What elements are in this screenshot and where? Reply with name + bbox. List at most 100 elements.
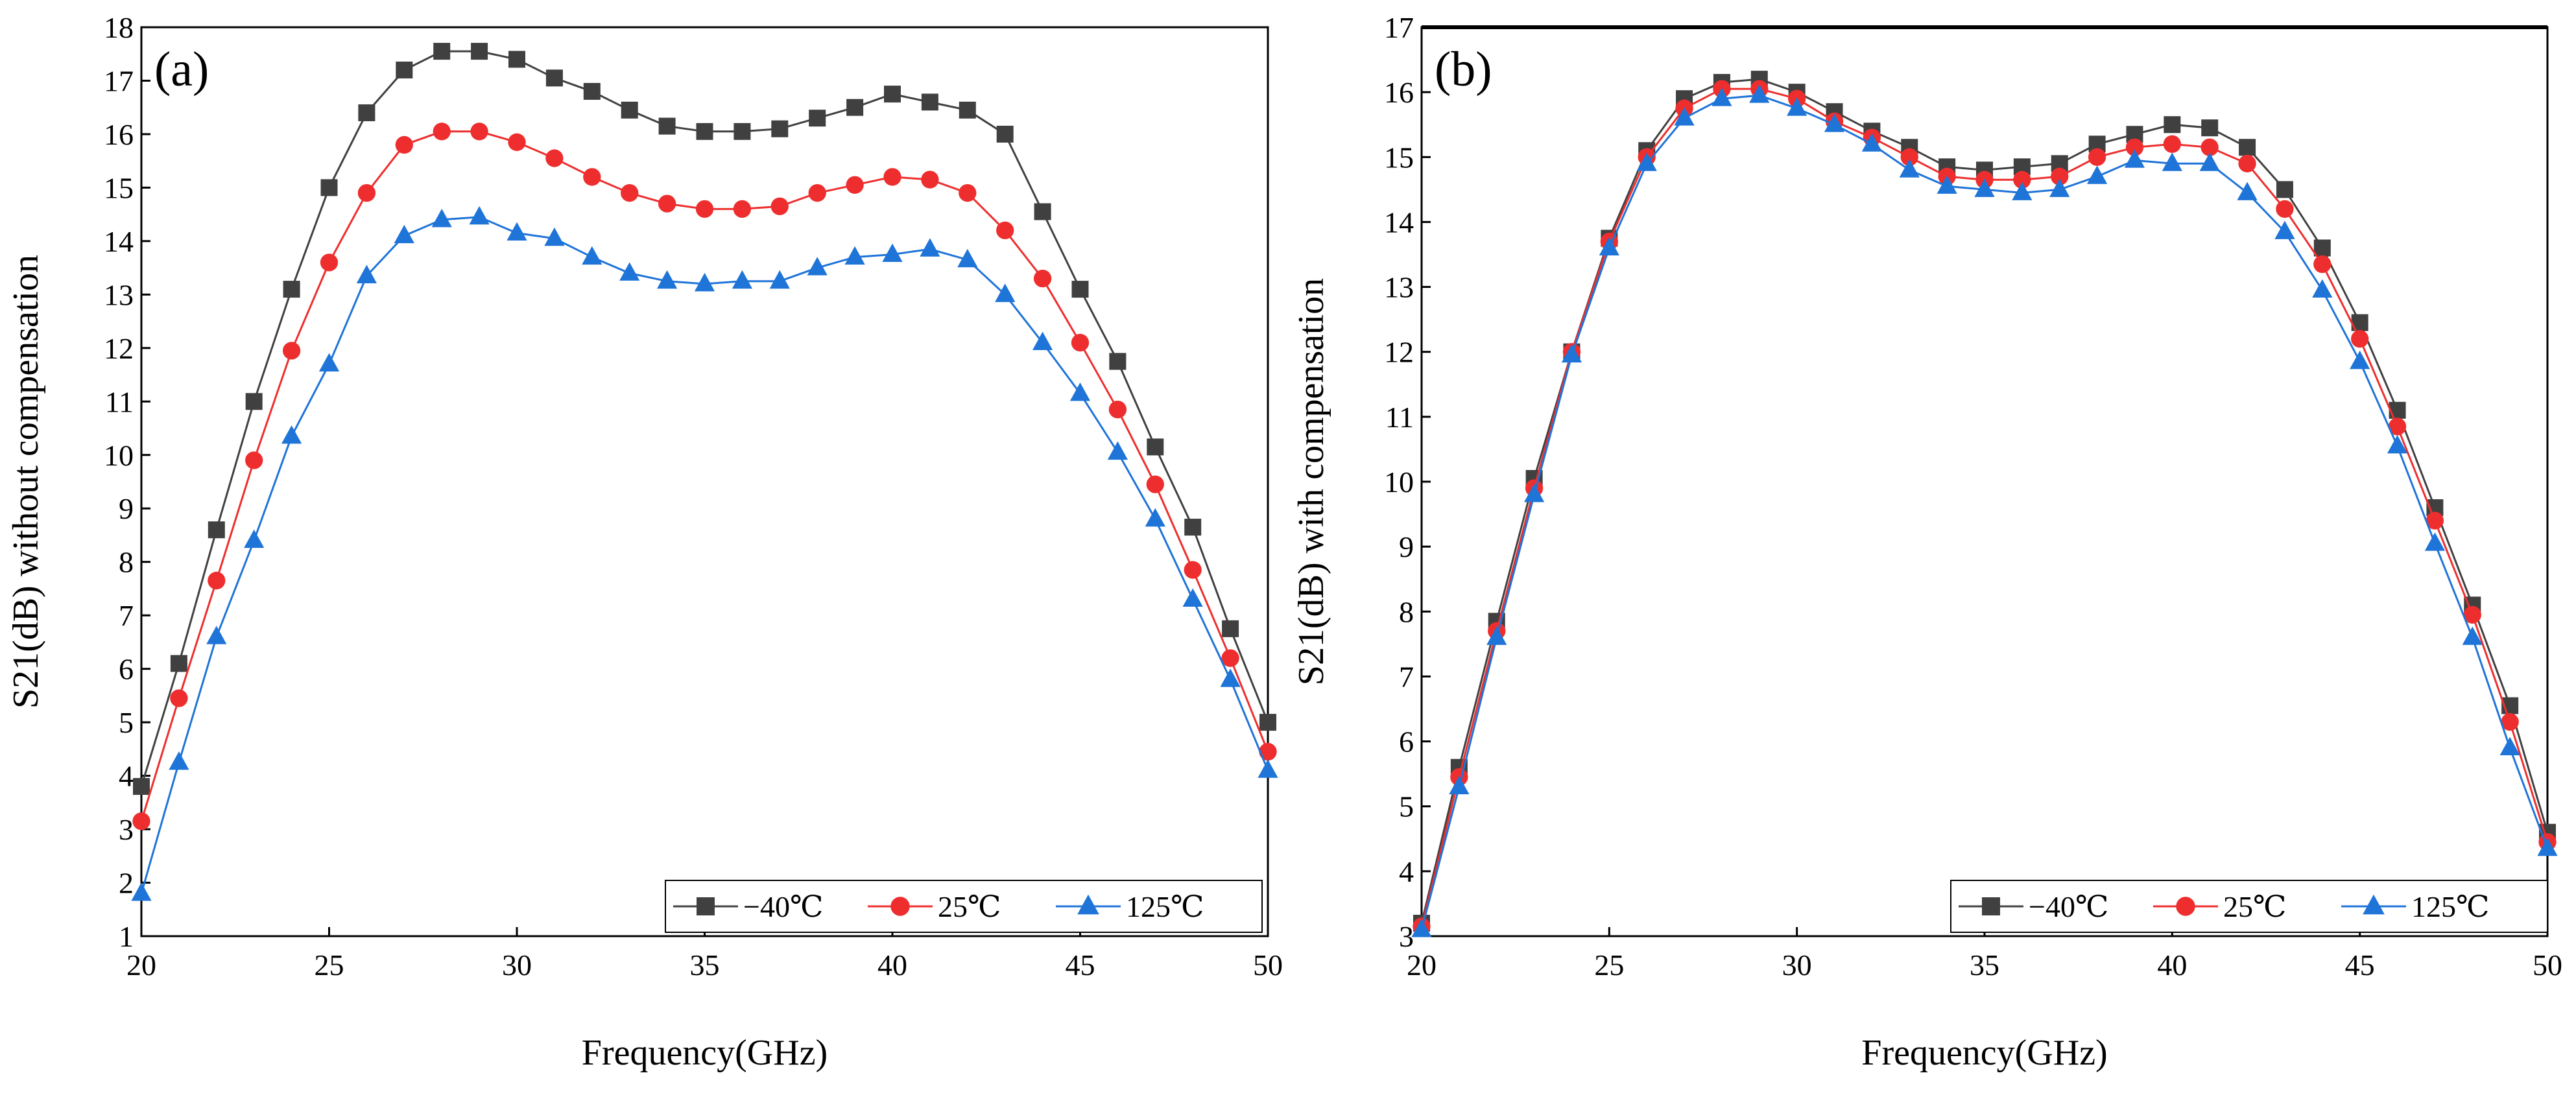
legend-marker	[1077, 894, 1099, 915]
data-point	[621, 101, 638, 119]
legend: −40℃ 25℃ 125℃	[1950, 880, 2548, 933]
data-point	[544, 227, 565, 246]
data-point	[1599, 237, 1619, 255]
data-point	[281, 425, 302, 444]
data-point	[2351, 330, 2369, 348]
data-point	[1220, 668, 1241, 687]
data-point	[883, 168, 901, 186]
data-point	[1899, 159, 1920, 178]
data-point	[921, 171, 939, 189]
data-point	[545, 149, 564, 167]
data-point	[1711, 88, 1732, 106]
data-point	[2313, 239, 2331, 257]
data-point	[1145, 508, 1165, 527]
x-tick-label: 35	[690, 948, 720, 982]
data-point	[283, 281, 300, 298]
data-point	[2164, 116, 2181, 134]
data-point	[846, 176, 864, 194]
data-point	[2012, 182, 2033, 200]
y-tick-label: 3	[119, 813, 134, 846]
y-axis-label: S21(dB) without compensation	[6, 255, 46, 709]
data-point	[1259, 714, 1276, 731]
data-point	[508, 133, 526, 151]
data-point	[2125, 138, 2144, 156]
data-point	[1069, 382, 1091, 401]
data-point	[433, 123, 451, 141]
data-point	[2274, 220, 2295, 239]
data-point	[1411, 919, 1432, 937]
series-p125	[131, 206, 1278, 901]
x-tick-label: 35	[1970, 948, 1999, 982]
data-point	[1182, 588, 1203, 607]
data-point	[358, 104, 376, 121]
data-point	[394, 224, 414, 244]
data-point	[1184, 561, 1202, 579]
y-tick-label: 16	[104, 118, 134, 151]
y-tick-label: 11	[1385, 401, 1414, 434]
x-tick-label: 40	[877, 948, 907, 982]
x-tick-label: 30	[502, 948, 532, 982]
y-tick-label: 5	[1399, 790, 1414, 823]
y-tick-label: 8	[1399, 595, 1414, 628]
data-point	[583, 82, 601, 100]
data-point	[2124, 149, 2145, 168]
data-point	[996, 125, 1014, 143]
panel-label: (b)	[1435, 42, 1492, 97]
y-tick-label: 17	[104, 64, 134, 97]
data-point	[206, 626, 227, 644]
x-tick-label: 50	[2533, 948, 2562, 982]
data-point	[1147, 438, 1164, 456]
y-tick-label: 9	[119, 492, 134, 525]
data-point	[2162, 152, 2182, 171]
data-point	[2049, 178, 2070, 197]
data-point	[771, 120, 789, 137]
legend-label: 25℃	[938, 890, 1001, 923]
data-point	[169, 751, 189, 770]
data-point	[1033, 269, 1052, 288]
data-point	[395, 135, 413, 154]
y-tick-label: 4	[119, 760, 134, 793]
data-point	[1258, 759, 1278, 778]
data-point	[357, 184, 376, 202]
data-point	[957, 248, 978, 268]
x-tick-label: 50	[1253, 948, 1283, 982]
y-tick-label: 14	[104, 225, 134, 258]
data-point	[1034, 203, 1051, 220]
data-point	[2312, 279, 2333, 298]
data-point	[2424, 532, 2445, 551]
data-point	[2389, 401, 2406, 419]
data-point	[318, 353, 340, 372]
data-point	[1937, 175, 1957, 194]
data-point	[508, 51, 525, 68]
series-line	[140, 216, 1269, 894]
data-point	[356, 265, 377, 283]
y-tick-label: 12	[1384, 336, 1414, 369]
data-point	[208, 521, 225, 539]
data-point	[131, 882, 152, 901]
y-tick-label: 15	[1384, 141, 1414, 174]
data-point	[996, 221, 1014, 240]
data-point	[769, 270, 790, 289]
data-point	[2163, 135, 2181, 153]
y-tick-label: 16	[1384, 76, 1414, 109]
data-point	[1071, 281, 1089, 298]
x-tick-label: 25	[315, 948, 344, 982]
plot-frame	[140, 26, 1269, 937]
data-point	[2200, 138, 2219, 156]
data-point	[884, 86, 901, 103]
data-point	[658, 194, 676, 213]
y-tick-label: 15	[104, 171, 134, 204]
data-point	[733, 200, 752, 218]
data-point	[1974, 178, 1995, 197]
data-point	[1749, 84, 1770, 103]
y-tick-label: 3	[1399, 920, 1414, 953]
data-point	[133, 778, 150, 795]
series-line	[1420, 88, 2549, 927]
y-tick-label: 12	[104, 332, 134, 365]
legend-label: 125℃	[2411, 890, 2489, 923]
series-line	[1420, 94, 2549, 930]
data-point	[245, 393, 263, 410]
data-point	[882, 243, 903, 262]
data-point	[1449, 775, 1470, 795]
